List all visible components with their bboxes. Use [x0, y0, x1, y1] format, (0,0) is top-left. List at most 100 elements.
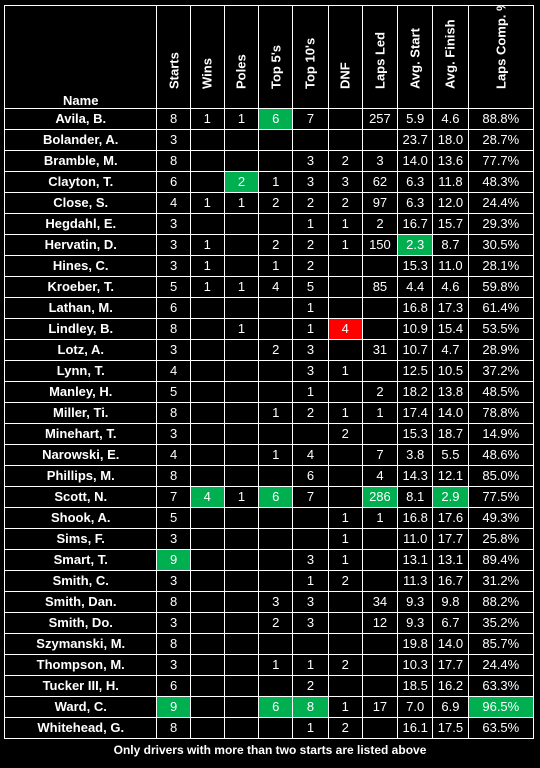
- cell-laps-comp: 59.8%: [467, 276, 535, 298]
- cell-avg-finish: 13.6: [432, 150, 469, 172]
- cell-starts: 6: [156, 297, 191, 319]
- cell-name: Bolander, A.: [3, 129, 158, 151]
- cell-wins: 4: [189, 486, 225, 508]
- cell-laps-led: 62: [361, 171, 399, 193]
- cell-name: Thompson, M.: [3, 654, 158, 676]
- cell-top10: 3: [292, 150, 329, 172]
- cell-dnf: 1: [327, 528, 363, 550]
- cell-avg-start: 14.0: [397, 150, 434, 172]
- cell-top5: [258, 423, 294, 445]
- cell-avg-start: 11.0: [397, 528, 434, 550]
- cell-starts: 3: [156, 234, 191, 256]
- cell-top5: 6: [258, 108, 294, 130]
- cell-starts: 8: [156, 318, 191, 340]
- cell-laps-led: [361, 675, 399, 697]
- cell-avg-finish: 14.0: [432, 633, 469, 655]
- cell-avg-finish: 10.5: [432, 360, 469, 382]
- cell-dnf: [327, 633, 363, 655]
- col-header-label: Avg. Start: [407, 28, 423, 89]
- cell-top5: 2: [258, 234, 294, 256]
- cell-poles: 1: [223, 318, 260, 340]
- cell-top10: 3: [292, 549, 329, 571]
- cell-avg-finish: 8.7: [432, 234, 469, 256]
- col-header-label: Top 10's: [302, 37, 318, 89]
- cell-starts: 6: [156, 171, 191, 193]
- cell-laps-comp: 31.2%: [467, 570, 535, 592]
- cell-dnf: [327, 297, 363, 319]
- col-header-dnf: DNF: [327, 5, 363, 109]
- cell-name: Manley, H.: [3, 381, 158, 403]
- cell-name: Hervatin, D.: [3, 234, 158, 256]
- cell-top10: 5: [292, 276, 329, 298]
- cell-poles: [223, 423, 260, 445]
- cell-name: Tucker III, H.: [3, 675, 158, 697]
- cell-poles: [223, 591, 260, 613]
- cell-laps-comp: 88.2%: [467, 591, 535, 613]
- cell-dnf: [327, 255, 363, 277]
- cell-wins: [189, 654, 225, 676]
- cell-dnf: [327, 612, 363, 634]
- cell-avg-finish: 15.7: [432, 213, 469, 235]
- cell-dnf: 2: [327, 717, 363, 739]
- col-header-label: DNF: [337, 62, 353, 89]
- cell-dnf: [327, 486, 363, 508]
- cell-poles: [223, 255, 260, 277]
- cell-top10: [292, 423, 329, 445]
- cell-starts: 9: [156, 549, 191, 571]
- table-row: Shook, A. 5 1 1 16.8 17.6 49.3%: [3, 507, 535, 529]
- cell-starts: 8: [156, 717, 191, 739]
- cell-wins: [189, 633, 225, 655]
- cell-poles: [223, 696, 260, 718]
- cell-dnf: 4: [327, 318, 363, 340]
- cell-laps-comp: 85.7%: [467, 633, 535, 655]
- cell-laps-comp: 49.3%: [467, 507, 535, 529]
- col-header-wins: Wins: [189, 5, 225, 109]
- cell-laps-comp: 30.5%: [467, 234, 535, 256]
- cell-avg-finish: 9.8: [432, 591, 469, 613]
- cell-laps-led: 85: [361, 276, 399, 298]
- cell-name: Sims, F.: [3, 528, 158, 550]
- cell-dnf: [327, 108, 363, 130]
- cell-poles: 1: [223, 276, 260, 298]
- cell-wins: [189, 360, 225, 382]
- cell-top5: 2: [258, 612, 294, 634]
- cell-poles: 1: [223, 486, 260, 508]
- cell-dnf: 2: [327, 192, 363, 214]
- cell-wins: [189, 675, 225, 697]
- cell-wins: [189, 549, 225, 571]
- cell-laps-led: [361, 423, 399, 445]
- table-row: Miller, Ti. 8 1 2 1 1 17.4 14.0 78.8%: [3, 402, 535, 424]
- cell-top5: 1: [258, 654, 294, 676]
- cell-laps-comp: 14.9%: [467, 423, 535, 445]
- cell-name: Close, S.: [3, 192, 158, 214]
- cell-laps-comp: 77.5%: [467, 486, 535, 508]
- table-row: Scott, N. 7 4 1 6 7 286 8.1 2.9 77.5%: [3, 486, 535, 508]
- col-header-label: Starts: [166, 52, 182, 89]
- cell-avg-finish: 11.8: [432, 171, 469, 193]
- cell-top10: 7: [292, 486, 329, 508]
- cell-name: Bramble, M.: [3, 150, 158, 172]
- cell-name: Smith, Do.: [3, 612, 158, 634]
- cell-starts: 8: [156, 591, 191, 613]
- table-row: Bolander, A. 3 23.7 18.0 28.7%: [3, 129, 535, 151]
- cell-laps-led: 2: [361, 213, 399, 235]
- cell-poles: [223, 528, 260, 550]
- cell-starts: 3: [156, 255, 191, 277]
- table-row: Smith, C. 3 1 2 11.3 16.7 31.2%: [3, 570, 535, 592]
- cell-laps-led: 97: [361, 192, 399, 214]
- cell-laps-comp: 88.8%: [467, 108, 535, 130]
- cell-laps-led: 286: [361, 486, 399, 508]
- cell-dnf: [327, 444, 363, 466]
- cell-avg-finish: 4.6: [432, 276, 469, 298]
- cell-top5: 1: [258, 255, 294, 277]
- cell-name: Miller, Ti.: [3, 402, 158, 424]
- cell-avg-start: 3.8: [397, 444, 434, 466]
- cell-dnf: [327, 675, 363, 697]
- cell-avg-start: 9.3: [397, 591, 434, 613]
- cell-laps-led: [361, 633, 399, 655]
- cell-top10: 7: [292, 108, 329, 130]
- col-header-top5: Top 5's: [258, 5, 294, 109]
- cell-laps-comp: 48.5%: [467, 381, 535, 403]
- cell-laps-comp: 24.4%: [467, 654, 535, 676]
- cell-wins: [189, 339, 225, 361]
